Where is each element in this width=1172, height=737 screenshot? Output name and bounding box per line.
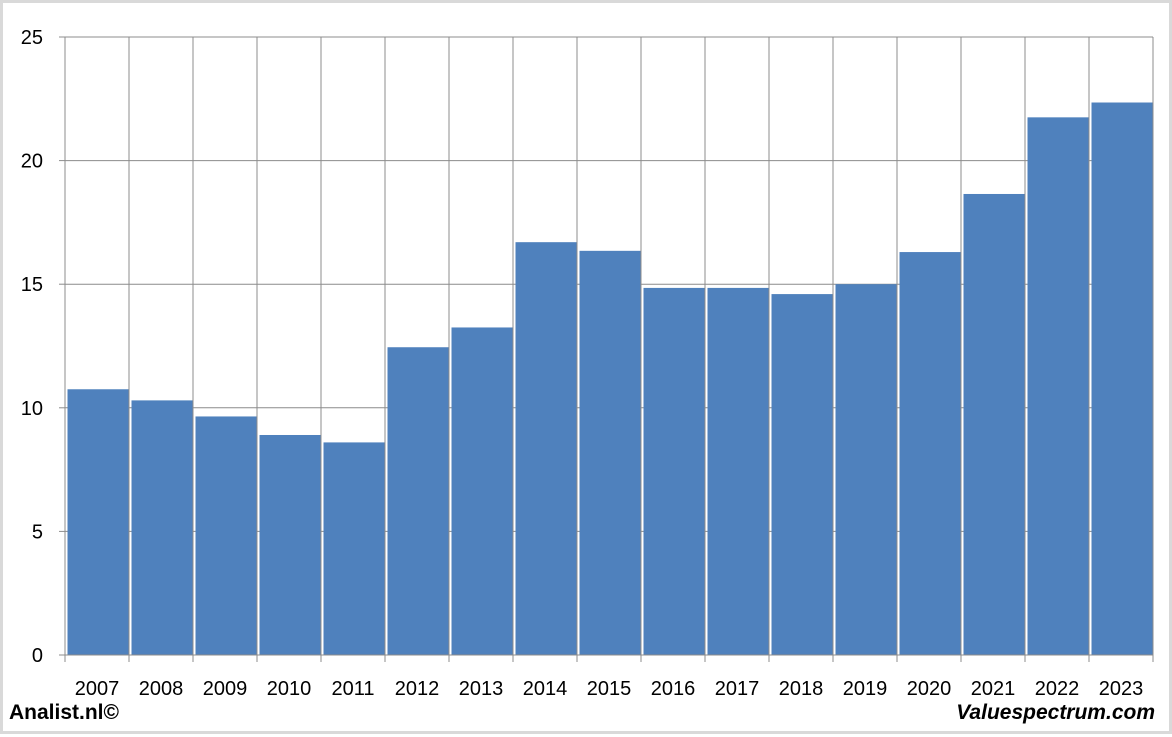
x-tick-label: 2023 [1099,678,1144,700]
x-tick-label: 2013 [459,678,504,700]
x-tick-label: 2014 [523,678,568,700]
bar-2015 [579,250,641,655]
bar-2023 [1091,102,1153,656]
bar-2010 [259,434,321,655]
y-tick-label: 20 [21,151,43,173]
x-tick-label: 2007 [75,678,120,700]
bar-2009 [195,416,257,655]
x-tick-label: 2009 [203,678,248,700]
bar-2011 [323,442,385,655]
x-tick-label: 2011 [331,678,374,700]
x-tick-label: 2018 [779,678,824,700]
y-tick-label: 15 [21,274,43,296]
bar-2019 [835,284,897,655]
bar-2022 [1027,117,1089,656]
y-tick-label: 25 [21,27,43,49]
x-tick-label: 2015 [587,678,632,700]
bar-2008 [131,400,193,655]
axes [59,36,1154,662]
x-tick-label: 2022 [1035,678,1080,700]
bar-2018 [771,294,833,655]
x-tick-label: 2012 [395,678,440,700]
x-tick-label: 2017 [715,678,760,700]
source-left-label: Analist.nl© [9,701,119,724]
y-tick-label: 0 [32,645,43,667]
y-tick-label: 5 [32,521,43,543]
x-tick-label: 2010 [267,678,312,700]
x-tick-label: 2020 [907,678,952,700]
bar-2007 [67,389,129,655]
bar-2017 [707,287,769,655]
x-tick-label: 2016 [651,678,696,700]
tick-labels: 0 5 10 15 20 25 2007 2008 2009 2010 2011 2012 2013 20… [21,27,1144,700]
x-tick-label: 2021 [971,678,1016,700]
y-tick-label: 10 [21,398,43,420]
bar-2021 [963,193,1025,656]
bar-2020 [899,252,961,655]
bar-2014 [515,242,577,655]
source-right-label: Valuespectrum.com [956,701,1155,724]
bar-2012 [387,347,449,655]
bars [67,102,1153,656]
x-tick-label: 2019 [843,678,888,700]
bar-2013 [451,327,513,655]
x-tick-label: 2008 [139,678,184,700]
bar-chart: 0 5 10 15 20 25 2007 2008 2009 2010 2011 2012 2013 20… [21,27,1154,700]
bar-2016 [643,287,705,655]
